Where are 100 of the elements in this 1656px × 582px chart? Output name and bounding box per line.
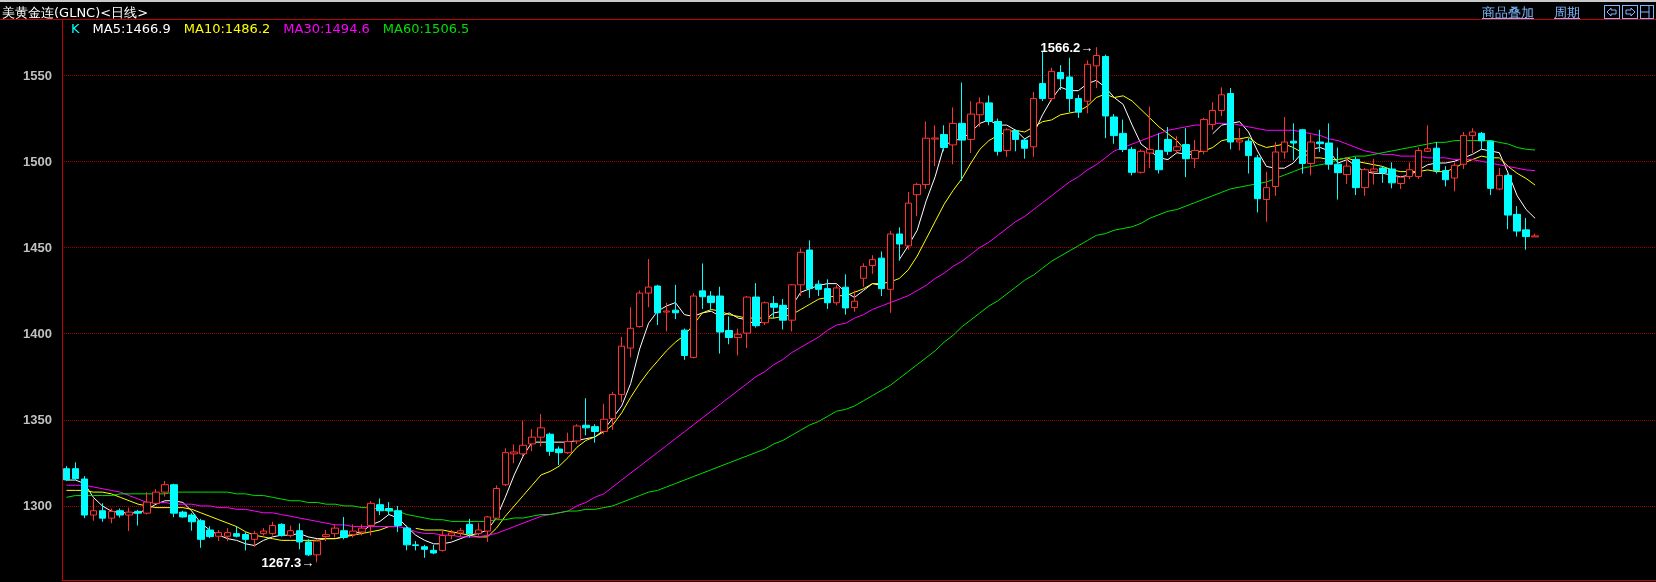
chart-title: 美黄金连(GLNC)<日线> bbox=[2, 4, 149, 22]
candlestick bbox=[296, 522, 303, 550]
candlestick bbox=[1003, 127, 1011, 158]
candlestick bbox=[1442, 165, 1449, 187]
candlestick bbox=[609, 391, 616, 431]
candlestick bbox=[1227, 87, 1234, 150]
candlestick bbox=[1307, 134, 1315, 176]
candlestick bbox=[108, 507, 115, 524]
candlestick bbox=[72, 461, 79, 481]
text: MA5:1466.9 bbox=[92, 20, 171, 36]
candlestick bbox=[439, 529, 446, 553]
candlestick bbox=[1352, 156, 1360, 196]
candlestick bbox=[1496, 167, 1503, 191]
candlestick bbox=[869, 254, 876, 275]
candlestick bbox=[125, 507, 133, 532]
candlestick bbox=[824, 278, 831, 310]
annotation: 1566.2→ bbox=[1040, 39, 1094, 55]
candlestick bbox=[1030, 91, 1037, 158]
candlestick bbox=[63, 465, 70, 482]
candlestick bbox=[1299, 128, 1306, 175]
candlestick bbox=[1451, 161, 1458, 192]
candlestick bbox=[618, 336, 625, 403]
candlestick bbox=[251, 530, 258, 548]
text: MA60:1506.5 bbox=[382, 20, 470, 36]
text: 周期 bbox=[1554, 4, 1580, 22]
candlestick bbox=[636, 290, 643, 329]
candlestick bbox=[1281, 116, 1288, 160]
candlestick bbox=[1173, 135, 1181, 155]
candlestick bbox=[1460, 131, 1467, 170]
candlestick bbox=[851, 290, 858, 313]
candlestick bbox=[833, 284, 840, 306]
candlestick bbox=[1182, 127, 1190, 178]
candlestick bbox=[743, 295, 751, 349]
candlestick bbox=[457, 527, 464, 538]
candlestick bbox=[878, 250, 885, 297]
text: 商品叠加 bbox=[1482, 4, 1534, 22]
candlestick bbox=[905, 191, 912, 251]
candlestick bbox=[475, 522, 482, 537]
y-tick-label: 1400 bbox=[23, 326, 52, 342]
candlestick bbox=[1218, 86, 1225, 117]
candlestick bbox=[1236, 127, 1243, 151]
candlestick bbox=[645, 258, 652, 308]
annotation: 1267.3→ bbox=[261, 554, 315, 570]
candlestick bbox=[1245, 137, 1252, 175]
candlestick bbox=[1012, 129, 1019, 152]
candlestick bbox=[90, 498, 97, 522]
candlestick bbox=[313, 538, 321, 563]
candlestick bbox=[761, 301, 769, 326]
candlestick bbox=[305, 538, 312, 557]
candlestick bbox=[663, 302, 670, 332]
candlestick bbox=[233, 525, 240, 538]
candlestick bbox=[1487, 139, 1494, 196]
candlestick bbox=[690, 292, 697, 359]
candlestick bbox=[331, 523, 339, 538]
candlestick bbox=[466, 518, 473, 538]
candlestick bbox=[896, 226, 903, 262]
candlestick bbox=[1272, 141, 1279, 197]
candlestick bbox=[1057, 64, 1064, 91]
candlestick bbox=[860, 262, 867, 288]
candlestick bbox=[654, 284, 661, 326]
y-tick-label: 1500 bbox=[23, 153, 52, 169]
candlestick bbox=[269, 521, 276, 537]
candlestick bbox=[806, 239, 813, 299]
candlestick bbox=[421, 544, 428, 559]
candlestick bbox=[278, 522, 285, 538]
candlestick bbox=[134, 509, 142, 527]
candlestick bbox=[887, 230, 894, 314]
candlestick bbox=[1075, 94, 1082, 119]
candlestick bbox=[815, 279, 822, 297]
candlestick bbox=[627, 306, 634, 358]
text: MA10:1486.2 bbox=[183, 20, 271, 36]
candlestick bbox=[1093, 46, 1100, 89]
candlestick bbox=[1531, 233, 1539, 238]
candlestick bbox=[1343, 156, 1351, 185]
candlestick bbox=[949, 106, 957, 165]
candlestick bbox=[752, 282, 760, 329]
candlestick bbox=[958, 82, 966, 182]
candlestick bbox=[484, 515, 491, 543]
candlestick bbox=[1469, 127, 1476, 154]
y-tick-label: 1300 bbox=[23, 498, 52, 514]
candlestick bbox=[224, 527, 231, 542]
candlestick bbox=[1039, 50, 1046, 102]
candlestick bbox=[1084, 59, 1091, 114]
y-tick-label: 1350 bbox=[23, 412, 52, 428]
candlestick bbox=[430, 544, 437, 555]
candlestick bbox=[1415, 147, 1422, 180]
candlestick bbox=[1048, 67, 1055, 102]
candlestick bbox=[242, 531, 249, 551]
candlestick bbox=[81, 475, 88, 519]
candlestick bbox=[1433, 141, 1440, 175]
candlestick bbox=[322, 529, 330, 542]
candlestick bbox=[842, 273, 849, 316]
candlestick bbox=[734, 328, 742, 356]
candlestick bbox=[1066, 57, 1073, 113]
text: MA30:1494.6 bbox=[283, 20, 370, 36]
candlestick bbox=[672, 284, 679, 320]
candlestick bbox=[116, 507, 124, 519]
text: K bbox=[71, 20, 80, 36]
candlestick bbox=[493, 484, 500, 520]
candlestick bbox=[1021, 137, 1028, 160]
